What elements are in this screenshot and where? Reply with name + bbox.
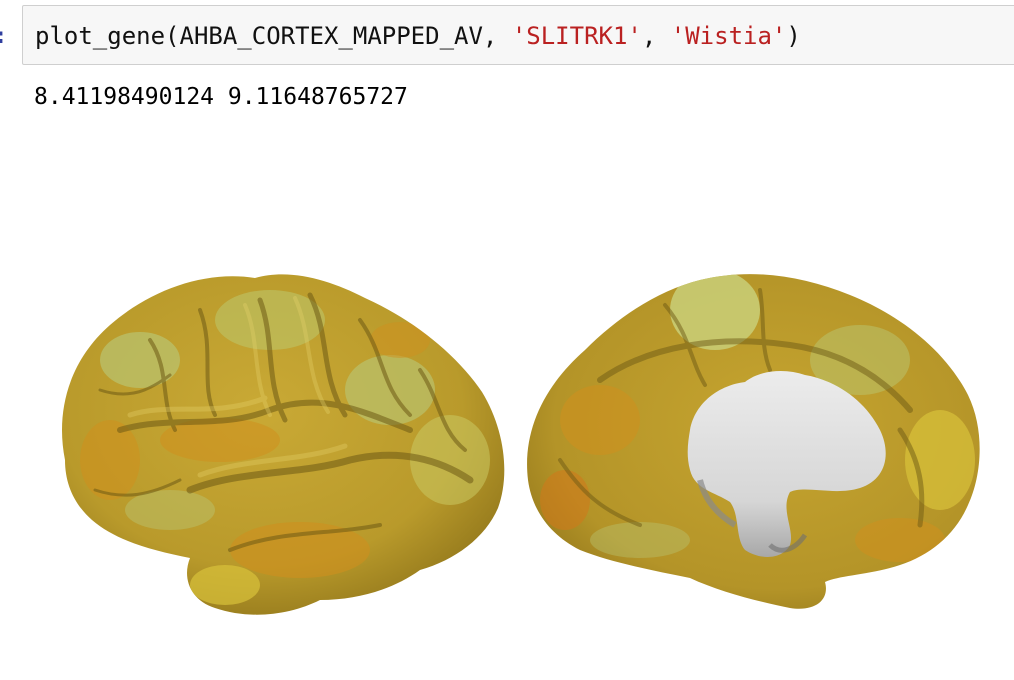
output-text: 8.41198490124 9.11648765727 — [34, 84, 408, 110]
medial-wall — [687, 370, 886, 557]
cell-prompt: : — [0, 24, 7, 49]
code-string-colormap: 'Wistia' — [670, 22, 787, 50]
lateral-hemisphere-view — [62, 274, 505, 615]
code-close-paren: ) — [786, 22, 801, 50]
code-input-cell[interactable]: plot_gene(AHBA_CORTEX_MAPPED_AV, 'SLITRK… — [22, 5, 1014, 65]
code-function-call: plot_gene(AHBA_CORTEX_MAPPED_AV, — [35, 22, 512, 50]
brain-figure — [62, 274, 980, 615]
code-separator: , — [641, 22, 671, 50]
code-string-gene: 'SLITRK1' — [511, 22, 642, 50]
medial-hemisphere-view — [527, 274, 980, 609]
